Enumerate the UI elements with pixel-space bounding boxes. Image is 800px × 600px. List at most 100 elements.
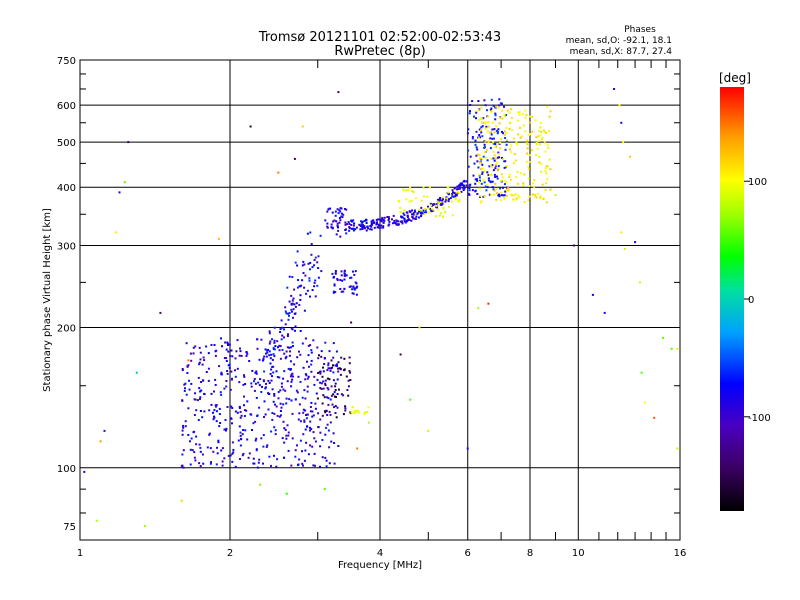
data-point [396, 223, 399, 226]
data-point [549, 168, 552, 171]
data-point [640, 371, 643, 374]
data-point [254, 420, 257, 423]
data-point [480, 157, 483, 160]
data-point [278, 349, 281, 352]
data-point [243, 395, 245, 398]
data-point [511, 194, 514, 197]
data-point [485, 125, 488, 128]
data-point [339, 219, 342, 222]
data-point [387, 224, 390, 227]
data-point [327, 362, 330, 365]
data-point [479, 201, 482, 204]
data-point [452, 191, 454, 194]
data-point [231, 355, 234, 358]
data-point [502, 186, 504, 189]
data-point [328, 367, 331, 370]
data-point [457, 185, 460, 188]
data-point [227, 364, 230, 367]
data-point [618, 104, 621, 107]
data-point [330, 367, 332, 370]
data-point [306, 385, 309, 388]
data-point [316, 261, 319, 264]
data-point [515, 141, 518, 144]
data-point [501, 176, 504, 179]
data-point [323, 396, 326, 399]
data-point [484, 104, 487, 107]
data-point [476, 148, 479, 151]
data-point [229, 388, 232, 391]
data-point [301, 125, 304, 128]
data-point [426, 195, 429, 198]
data-point [430, 204, 432, 207]
data-point [352, 292, 355, 295]
data-point [334, 272, 337, 274]
data-point [301, 342, 304, 345]
data-point [353, 409, 356, 412]
data-point [434, 215, 437, 218]
data-point [283, 441, 286, 444]
data-point [298, 350, 300, 353]
data-point [468, 112, 471, 115]
data-point [309, 344, 312, 347]
data-point [517, 133, 520, 136]
data-point [544, 189, 547, 191]
data-point [292, 308, 295, 311]
data-point [508, 111, 511, 114]
data-point [326, 414, 329, 416]
data-point [405, 220, 408, 223]
data-point [480, 158, 483, 161]
data-point [455, 191, 458, 194]
data-point [538, 156, 541, 158]
data-point [198, 346, 201, 349]
data-point [517, 182, 520, 185]
data-point [326, 210, 329, 213]
data-point [493, 159, 496, 162]
data-point [488, 193, 491, 196]
data-point [187, 434, 190, 436]
data-point [361, 225, 364, 228]
data-point [505, 143, 508, 146]
data-point [227, 454, 230, 457]
data-point [227, 350, 230, 353]
data-point [291, 310, 293, 313]
data-point [192, 346, 195, 349]
data-point [127, 141, 130, 144]
data-point [497, 169, 499, 172]
data-point [336, 222, 339, 225]
data-point [335, 220, 338, 223]
data-point [307, 344, 310, 347]
data-point [357, 411, 360, 414]
data-point [343, 270, 346, 273]
data-point [404, 221, 407, 224]
data-point [250, 385, 253, 388]
data-point [239, 416, 242, 419]
data-point [201, 363, 204, 366]
data-point [298, 412, 301, 415]
data-point [326, 222, 329, 225]
data-point [407, 189, 410, 191]
data-point [250, 382, 253, 385]
data-point [454, 198, 457, 201]
data-point [492, 142, 495, 145]
data-point [463, 184, 465, 187]
data-point [210, 461, 212, 464]
data-point [482, 155, 485, 158]
data-point [317, 255, 320, 258]
data-point [493, 189, 496, 192]
data-point [528, 185, 531, 187]
data-point [403, 214, 406, 216]
data-point [308, 277, 311, 280]
data-point [442, 197, 444, 200]
data-point [184, 425, 187, 428]
data-point [216, 452, 219, 455]
data-point [372, 219, 375, 222]
data-point [524, 130, 527, 133]
data-point [480, 126, 483, 129]
data-point [479, 136, 481, 139]
data-point [375, 222, 378, 225]
data-point [361, 228, 364, 230]
x-tick-label: 16 [674, 548, 687, 559]
y-tick-label: 600 [57, 101, 76, 112]
data-point [313, 264, 316, 267]
data-point [478, 134, 481, 136]
